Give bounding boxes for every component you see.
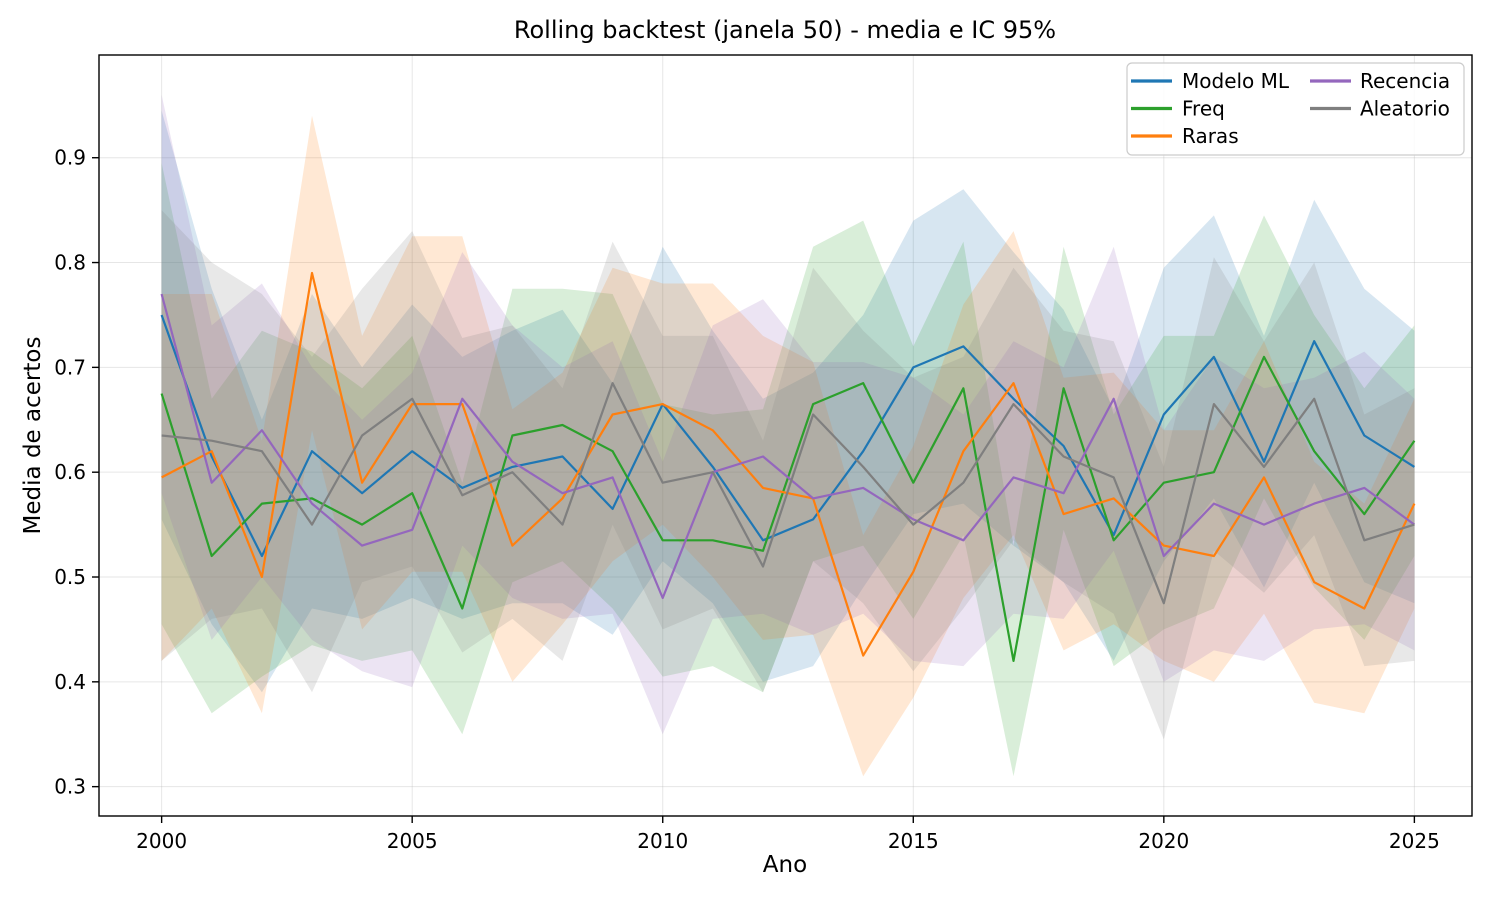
y-axis-label: Media de acertos	[20, 337, 46, 535]
y-tick-label-0.7: 0.7	[54, 355, 86, 379]
axes-box	[98, 54, 1473, 817]
ci-band-recencia	[161, 94, 1415, 735]
x-tick-label-2020: 2020	[1138, 829, 1189, 853]
ci-band-raras	[161, 115, 1415, 777]
legend-box	[1126, 62, 1465, 156]
y-tick-label-0.9: 0.9	[54, 146, 86, 170]
series-line-recencia	[160, 293, 1416, 600]
y-tick-label-0.8: 0.8	[54, 251, 86, 275]
y-tick-label-0.6: 0.6	[54, 460, 86, 484]
x-tick-label-2025: 2025	[1389, 829, 1440, 853]
series-line-aleatorio	[161, 382, 1415, 605]
y-tick-label-0.4: 0.4	[54, 670, 86, 694]
series-line-modelo-ml	[160, 314, 1415, 558]
ci-band-modelo-ml	[161, 110, 1415, 693]
y-tick-label-0.3: 0.3	[54, 775, 86, 799]
x-tick-label-2010: 2010	[637, 829, 688, 853]
ci-band-freq	[161, 163, 1415, 777]
x-tick-label-2005: 2005	[387, 829, 438, 853]
x-axis-label: Ano	[763, 852, 807, 878]
legend-label-recencia: Recencia	[1360, 69, 1450, 93]
plot-area: 2000 2005 2010 2015 2020 2025 0.3 0.4 0.5 0.6 0.7 0…	[54, 54, 1473, 853]
chart-title: Rolling backtest (janela 50) - media e I…	[514, 16, 1056, 44]
legend-label-freq: Freq	[1182, 97, 1225, 121]
x-tick-label-2000: 2000	[136, 829, 187, 853]
x-tick-label-2015: 2015	[888, 829, 939, 853]
legend-label-modelo-ml: Modelo ML	[1182, 69, 1290, 93]
y-tick-label-0.5: 0.5	[54, 565, 86, 589]
legend-label-raras: Raras	[1182, 124, 1239, 148]
legend-label-aleatorio: Aleatorio	[1360, 97, 1450, 121]
